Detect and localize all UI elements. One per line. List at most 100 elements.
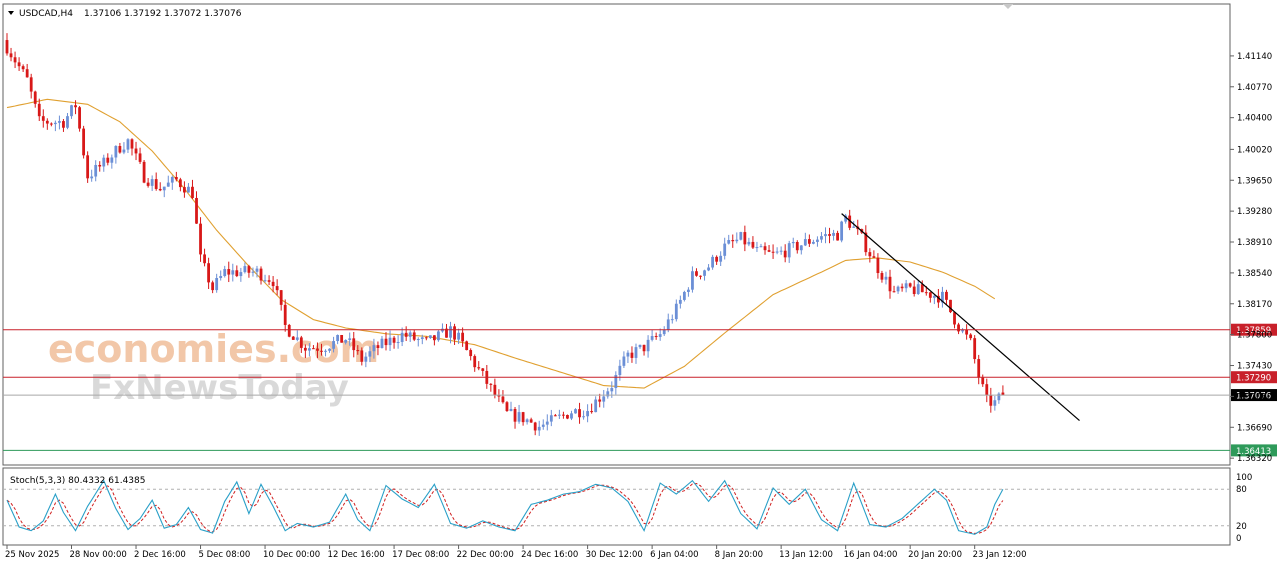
candle-bullish <box>150 179 154 186</box>
candle-bullish <box>674 303 678 320</box>
moving-average-layer <box>6 98 996 389</box>
candle-bullish <box>541 424 545 427</box>
candle-bearish <box>299 337 303 348</box>
candle-bearish <box>553 415 557 417</box>
descending-trendline <box>841 213 1080 422</box>
candle-bearish <box>969 334 973 339</box>
candle-bullish <box>682 291 686 300</box>
candle-bullish <box>416 339 420 341</box>
stoch-y-tick-label: 100 <box>1236 473 1252 483</box>
candle-bearish <box>138 153 142 162</box>
candle-bullish <box>348 338 352 340</box>
candle-bearish <box>957 324 960 332</box>
chart-shift-marker-icon[interactable] <box>1003 4 1013 9</box>
candle-bearish <box>868 252 872 257</box>
x-tick-label: 28 Nov 00:00 <box>70 550 127 560</box>
candle-bearish <box>1001 392 1005 396</box>
candle-bearish <box>795 242 799 251</box>
candle-bullish <box>775 251 779 253</box>
y-tick-label: 1.39650 <box>1237 176 1272 186</box>
candle-bullish <box>844 215 848 222</box>
symbol-label[interactable]: USDCAD,H4 <box>19 9 73 19</box>
candle-bearish <box>888 276 892 292</box>
x-tick-label: 23 Jan 12:00 <box>973 550 1027 560</box>
candle-bearish <box>936 295 940 303</box>
candle-bullish <box>824 234 827 237</box>
candle-bearish <box>771 251 775 253</box>
candle-bearish <box>767 250 771 252</box>
candle-bearish <box>259 268 263 281</box>
candle-bearish <box>235 270 239 277</box>
candle-bearish <box>134 148 138 154</box>
candle-bearish <box>892 291 896 293</box>
current-price-price-tag <box>1231 389 1277 402</box>
candle-bearish <box>312 348 315 350</box>
candle-bullish <box>570 413 573 419</box>
x-tick-label: 24 Dec 16:00 <box>521 550 578 560</box>
candle-bearish <box>404 332 408 337</box>
candle-bullish <box>614 375 618 389</box>
candle-bearish <box>497 395 501 397</box>
candle-bearish <box>207 263 210 283</box>
candle-bearish <box>432 335 436 341</box>
candle-bullish <box>755 247 759 249</box>
main-panel-frame <box>2 3 1231 466</box>
candle-bearish <box>41 116 45 121</box>
x-tick-label: 5 Dec 08:00 <box>199 550 251 560</box>
candle-bullish <box>324 350 327 352</box>
candle-bearish <box>33 91 37 104</box>
candle-bearish <box>203 254 206 264</box>
candle-bearish <box>920 284 924 293</box>
symbol-menu-icon[interactable] <box>8 11 14 15</box>
candle-bearish <box>590 411 594 413</box>
candle-bullish <box>852 226 856 228</box>
candle-bearish <box>227 269 231 275</box>
candle-bearish <box>191 186 194 198</box>
candle-bearish <box>146 182 150 186</box>
stoch-main-line <box>6 479 1004 535</box>
candle-bearish <box>9 53 13 58</box>
candle-bearish <box>715 256 719 262</box>
candle-bearish <box>21 66 25 70</box>
candle-bullish <box>328 348 331 351</box>
y-tick-label: 1.38170 <box>1237 300 1272 310</box>
candle-bearish <box>279 290 283 305</box>
resistance-1-price-tag <box>1231 323 1277 336</box>
candle-bearish <box>848 215 852 228</box>
candle-bearish <box>376 345 380 348</box>
candle-bullish <box>255 268 259 272</box>
axis-labels-layer: 1.41140 1.40770 1.40400 1.40020 1.39650 1.392… <box>5 52 1272 560</box>
stoch-y-tick-label: 0 <box>1236 534 1241 544</box>
stoch-signal-line <box>6 482 1004 534</box>
candle-bearish <box>82 128 86 156</box>
candle-bearish <box>412 332 416 340</box>
candle-bullish <box>545 421 549 425</box>
candle-bearish <box>320 350 323 352</box>
candle-bearish <box>78 107 81 129</box>
candle-bullish <box>364 356 368 362</box>
candle-bullish <box>916 284 920 295</box>
candle-bullish <box>816 239 819 242</box>
candle-bearish <box>199 223 202 255</box>
candle-bullish <box>997 393 1001 401</box>
candle-bullish <box>517 412 521 422</box>
candles-layer <box>5 33 1005 436</box>
candle-bullish <box>102 157 106 167</box>
candle-bullish <box>803 239 807 246</box>
candle-bearish <box>900 286 904 289</box>
candle-bullish <box>711 256 714 268</box>
candle-bearish <box>699 275 702 277</box>
candle-bullish <box>691 271 694 290</box>
candle-bullish <box>582 416 585 418</box>
y-tick-label: 1.41140 <box>1237 52 1272 62</box>
candle-bullish <box>727 240 731 244</box>
candle-bullish <box>251 271 255 273</box>
candle-bullish <box>114 146 118 158</box>
candle-bullish <box>231 270 235 275</box>
candle-bullish <box>646 339 650 352</box>
candle-bearish <box>360 350 364 362</box>
x-tick-label: 17 Dec 08:00 <box>392 550 449 560</box>
